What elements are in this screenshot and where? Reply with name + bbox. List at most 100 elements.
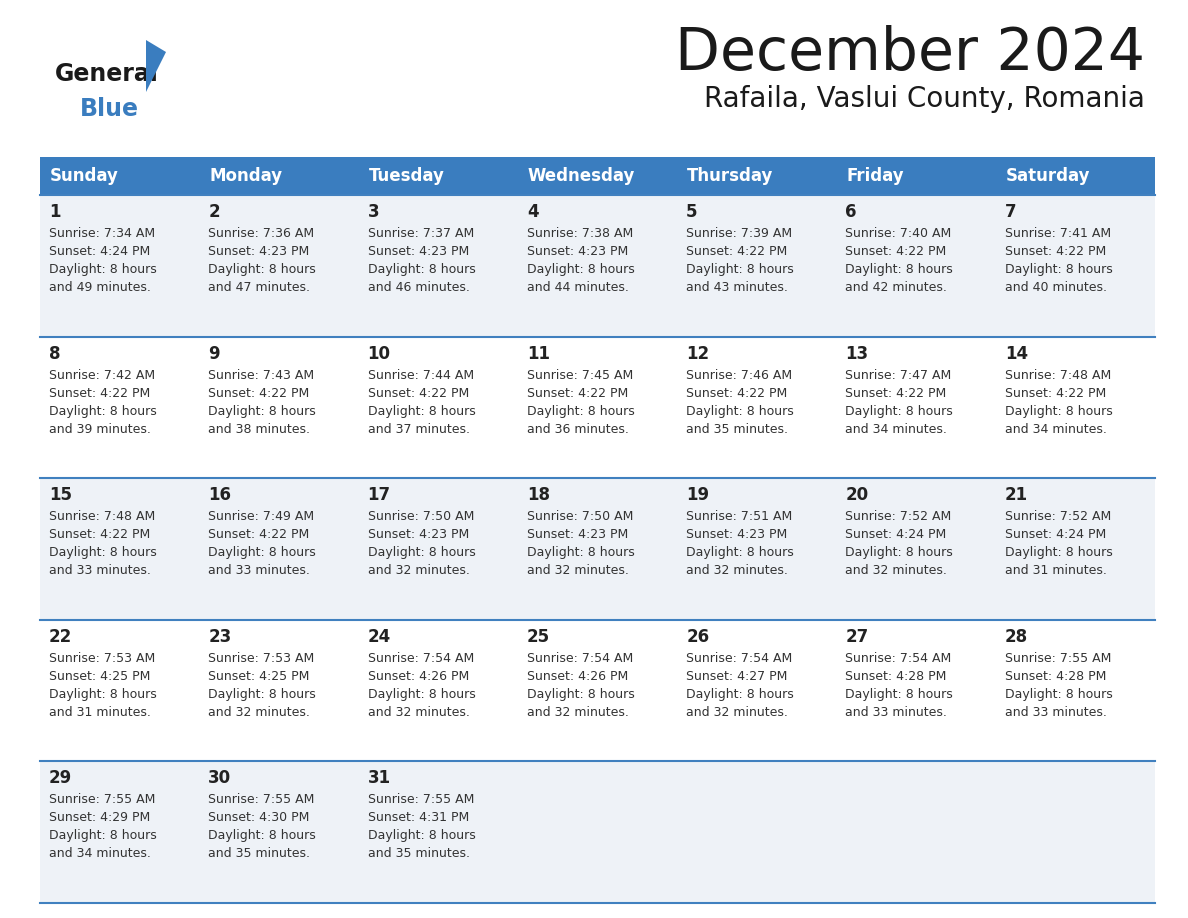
Text: and 43 minutes.: and 43 minutes.: [687, 281, 788, 294]
Text: Monday: Monday: [209, 167, 283, 185]
Text: Daylight: 8 hours: Daylight: 8 hours: [846, 263, 953, 276]
Text: and 33 minutes.: and 33 minutes.: [208, 565, 310, 577]
Text: Sunset: 4:24 PM: Sunset: 4:24 PM: [1005, 528, 1106, 542]
Text: and 35 minutes.: and 35 minutes.: [367, 847, 469, 860]
Text: Sunrise: 7:48 AM: Sunrise: 7:48 AM: [49, 510, 156, 523]
Text: Sunrise: 7:55 AM: Sunrise: 7:55 AM: [1005, 652, 1111, 665]
Text: Sunrise: 7:50 AM: Sunrise: 7:50 AM: [367, 510, 474, 523]
Text: 10: 10: [367, 344, 391, 363]
Text: Sunset: 4:23 PM: Sunset: 4:23 PM: [208, 245, 310, 258]
Bar: [40, 478, 1155, 620]
Text: Sunrise: 7:46 AM: Sunrise: 7:46 AM: [687, 369, 792, 382]
Text: Daylight: 8 hours: Daylight: 8 hours: [526, 263, 634, 276]
Text: Sunrise: 7:55 AM: Sunrise: 7:55 AM: [367, 793, 474, 806]
Text: and 32 minutes.: and 32 minutes.: [526, 706, 628, 719]
Text: Daylight: 8 hours: Daylight: 8 hours: [208, 263, 316, 276]
Text: Sunset: 4:27 PM: Sunset: 4:27 PM: [687, 670, 788, 683]
Text: Blue: Blue: [80, 97, 139, 121]
Text: Sunday: Sunday: [50, 167, 119, 185]
Text: Sunset: 4:24 PM: Sunset: 4:24 PM: [49, 245, 150, 258]
Text: and 32 minutes.: and 32 minutes.: [687, 565, 788, 577]
Text: Sunset: 4:29 PM: Sunset: 4:29 PM: [49, 812, 150, 824]
Text: Sunset: 4:26 PM: Sunset: 4:26 PM: [367, 670, 469, 683]
Text: Sunset: 4:28 PM: Sunset: 4:28 PM: [846, 670, 947, 683]
Text: 16: 16: [208, 487, 232, 504]
Text: Daylight: 8 hours: Daylight: 8 hours: [208, 546, 316, 559]
Text: Sunrise: 7:49 AM: Sunrise: 7:49 AM: [208, 510, 315, 523]
Text: 30: 30: [208, 769, 232, 788]
Text: Daylight: 8 hours: Daylight: 8 hours: [687, 688, 794, 700]
Text: 27: 27: [846, 628, 868, 645]
Text: 15: 15: [49, 487, 72, 504]
Text: Sunrise: 7:34 AM: Sunrise: 7:34 AM: [49, 227, 156, 240]
Text: Daylight: 8 hours: Daylight: 8 hours: [367, 829, 475, 843]
Text: Sunrise: 7:44 AM: Sunrise: 7:44 AM: [367, 369, 474, 382]
Text: Daylight: 8 hours: Daylight: 8 hours: [1005, 546, 1112, 559]
Text: Sunrise: 7:43 AM: Sunrise: 7:43 AM: [208, 369, 315, 382]
Text: and 32 minutes.: and 32 minutes.: [526, 565, 628, 577]
Text: Sunset: 4:22 PM: Sunset: 4:22 PM: [687, 245, 788, 258]
Text: Sunset: 4:22 PM: Sunset: 4:22 PM: [367, 386, 469, 399]
Text: and 39 minutes.: and 39 minutes.: [49, 422, 151, 436]
Text: Rafaila, Vaslui County, Romania: Rafaila, Vaslui County, Romania: [704, 85, 1145, 113]
Bar: [40, 157, 1155, 195]
Text: 26: 26: [687, 628, 709, 645]
Text: 21: 21: [1005, 487, 1028, 504]
Text: and 31 minutes.: and 31 minutes.: [49, 706, 151, 719]
Text: and 36 minutes.: and 36 minutes.: [526, 422, 628, 436]
Text: Daylight: 8 hours: Daylight: 8 hours: [687, 546, 794, 559]
Text: Sunrise: 7:40 AM: Sunrise: 7:40 AM: [846, 227, 952, 240]
Text: Sunrise: 7:37 AM: Sunrise: 7:37 AM: [367, 227, 474, 240]
Text: Sunset: 4:23 PM: Sunset: 4:23 PM: [367, 245, 469, 258]
Text: and 33 minutes.: and 33 minutes.: [49, 565, 151, 577]
Text: Sunrise: 7:47 AM: Sunrise: 7:47 AM: [846, 369, 952, 382]
Text: Daylight: 8 hours: Daylight: 8 hours: [1005, 405, 1112, 418]
Text: Sunrise: 7:42 AM: Sunrise: 7:42 AM: [49, 369, 156, 382]
Text: 28: 28: [1005, 628, 1028, 645]
Text: 29: 29: [49, 769, 72, 788]
Text: and 46 minutes.: and 46 minutes.: [367, 281, 469, 294]
Text: December 2024: December 2024: [675, 25, 1145, 82]
Bar: [40, 337, 1155, 478]
Text: Daylight: 8 hours: Daylight: 8 hours: [367, 263, 475, 276]
Text: Sunset: 4:22 PM: Sunset: 4:22 PM: [1005, 386, 1106, 399]
Text: Daylight: 8 hours: Daylight: 8 hours: [367, 405, 475, 418]
Text: Daylight: 8 hours: Daylight: 8 hours: [526, 688, 634, 700]
Text: and 37 minutes.: and 37 minutes.: [367, 422, 469, 436]
Text: Saturday: Saturday: [1006, 167, 1091, 185]
Text: 2: 2: [208, 203, 220, 221]
Text: 14: 14: [1005, 344, 1028, 363]
Text: Sunset: 4:24 PM: Sunset: 4:24 PM: [846, 528, 947, 542]
Text: Sunset: 4:23 PM: Sunset: 4:23 PM: [526, 528, 628, 542]
Text: and 38 minutes.: and 38 minutes.: [208, 422, 310, 436]
Text: Sunrise: 7:45 AM: Sunrise: 7:45 AM: [526, 369, 633, 382]
Text: Sunrise: 7:50 AM: Sunrise: 7:50 AM: [526, 510, 633, 523]
Text: 31: 31: [367, 769, 391, 788]
Text: Sunrise: 7:53 AM: Sunrise: 7:53 AM: [49, 652, 156, 665]
Text: Sunrise: 7:54 AM: Sunrise: 7:54 AM: [687, 652, 792, 665]
Text: Sunrise: 7:54 AM: Sunrise: 7:54 AM: [367, 652, 474, 665]
Text: Daylight: 8 hours: Daylight: 8 hours: [367, 688, 475, 700]
Text: Sunset: 4:23 PM: Sunset: 4:23 PM: [526, 245, 628, 258]
Text: Sunset: 4:31 PM: Sunset: 4:31 PM: [367, 812, 469, 824]
Text: and 42 minutes.: and 42 minutes.: [846, 281, 947, 294]
Text: 25: 25: [526, 628, 550, 645]
Text: Sunrise: 7:36 AM: Sunrise: 7:36 AM: [208, 227, 315, 240]
Text: Sunrise: 7:52 AM: Sunrise: 7:52 AM: [846, 510, 952, 523]
Text: General: General: [55, 62, 159, 86]
Text: Daylight: 8 hours: Daylight: 8 hours: [49, 688, 157, 700]
Text: Daylight: 8 hours: Daylight: 8 hours: [367, 546, 475, 559]
Text: 22: 22: [49, 628, 72, 645]
Text: Sunrise: 7:51 AM: Sunrise: 7:51 AM: [687, 510, 792, 523]
Text: 5: 5: [687, 203, 697, 221]
Text: and 35 minutes.: and 35 minutes.: [687, 422, 788, 436]
Text: Daylight: 8 hours: Daylight: 8 hours: [208, 829, 316, 843]
Text: Sunset: 4:23 PM: Sunset: 4:23 PM: [367, 528, 469, 542]
Text: Sunrise: 7:39 AM: Sunrise: 7:39 AM: [687, 227, 792, 240]
Text: Sunset: 4:25 PM: Sunset: 4:25 PM: [208, 670, 310, 683]
Text: and 31 minutes.: and 31 minutes.: [1005, 565, 1106, 577]
Text: Daylight: 8 hours: Daylight: 8 hours: [846, 688, 953, 700]
Text: and 47 minutes.: and 47 minutes.: [208, 281, 310, 294]
Text: Daylight: 8 hours: Daylight: 8 hours: [526, 405, 634, 418]
Text: Daylight: 8 hours: Daylight: 8 hours: [687, 405, 794, 418]
